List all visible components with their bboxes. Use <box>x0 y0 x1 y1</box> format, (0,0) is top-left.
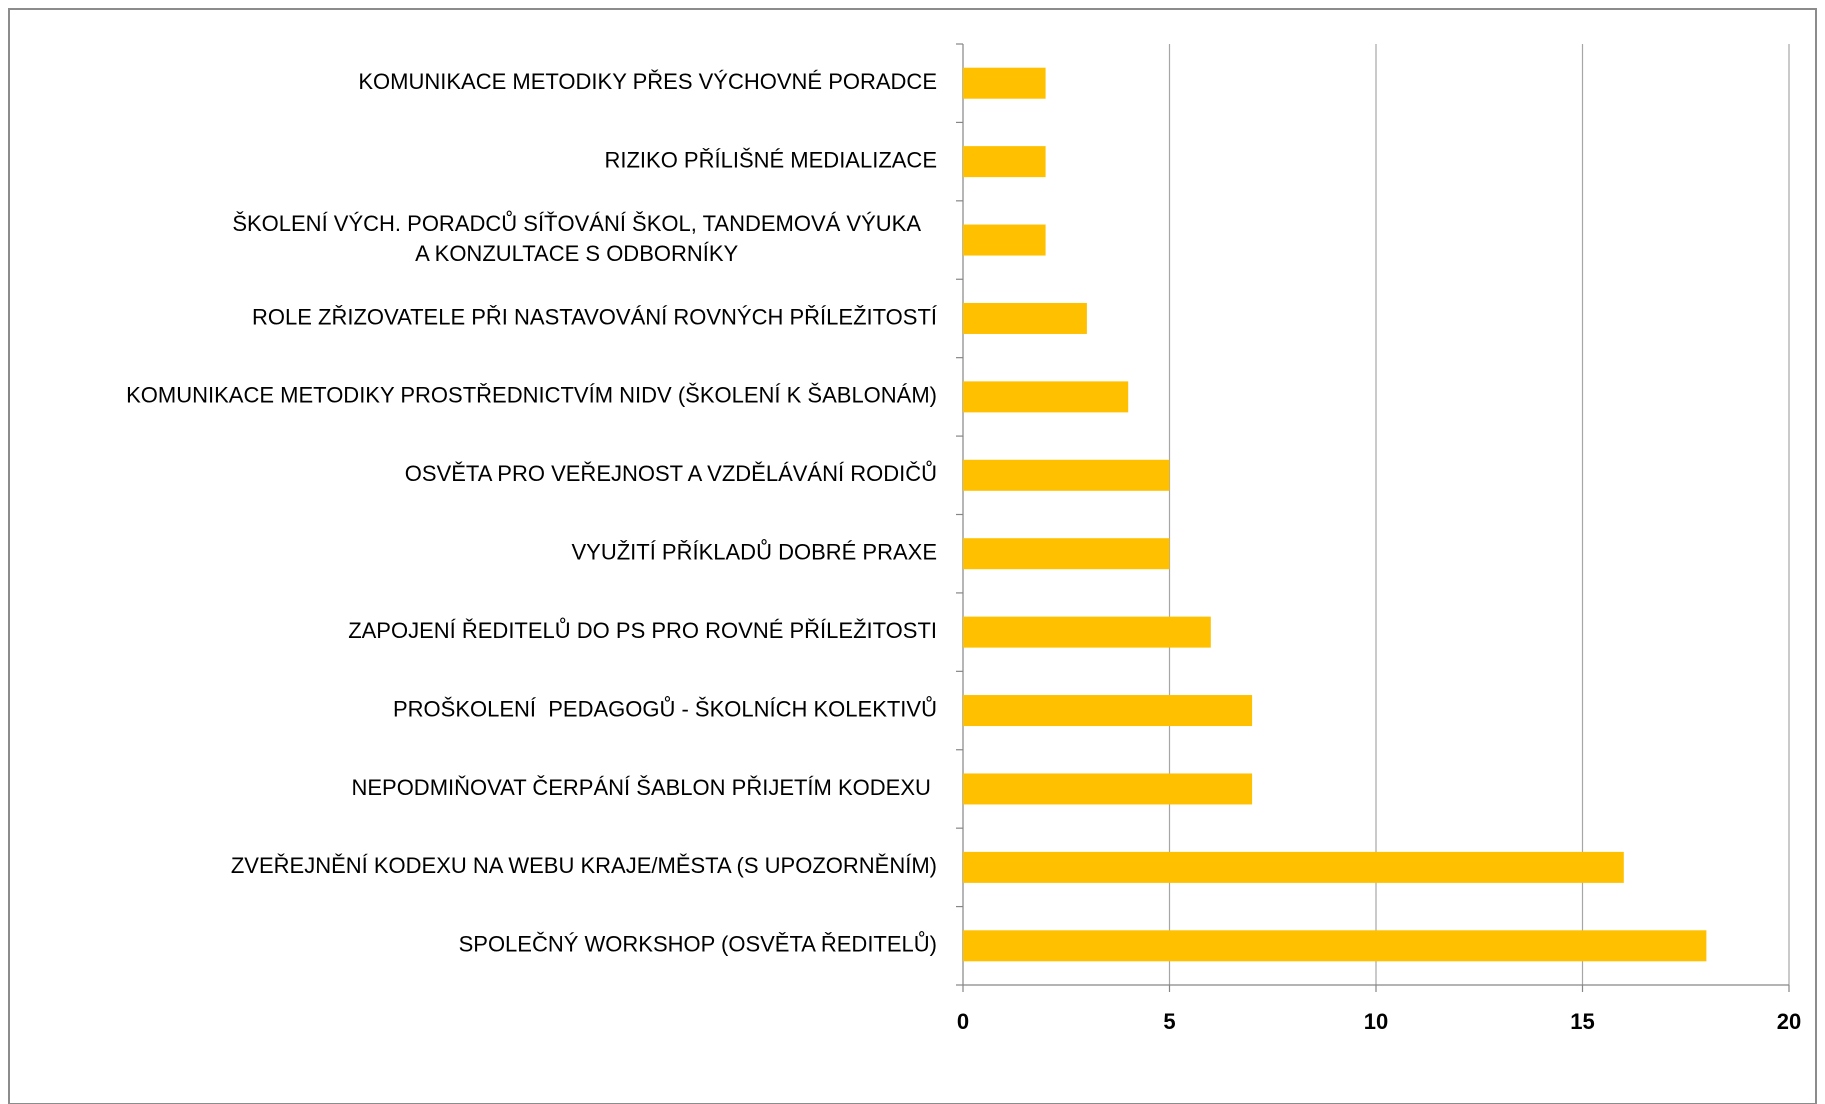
bar <box>963 146 1046 178</box>
bar <box>963 224 1046 256</box>
y-tick-label: ZAPOJENÍ ŘEDITELŮ DO PS PRO ROVNÉ PŘÍLEŽ… <box>348 618 937 643</box>
x-tick-label: 0 <box>957 1009 969 1034</box>
y-tick-label: ROLE ZŘIZOVATELE PŘI NASTAVOVÁNÍ ROVNÝCH… <box>252 304 938 329</box>
bar <box>963 930 1707 962</box>
bar <box>963 459 1170 491</box>
x-tick-label: 10 <box>1364 1009 1388 1034</box>
bar <box>963 851 1624 883</box>
x-tick-label: 15 <box>1570 1009 1594 1034</box>
y-tick-label: NEPODMIŇOVAT ČERPÁNÍ ŠABLON PŘIJETÍM KOD… <box>351 775 937 800</box>
y-tick-label: VYUŽITÍ PŘÍKLADŮ DOBRÉ PRAXE <box>571 540 937 565</box>
y-tick-label: ZVEŘEJNĚNÍ KODEXU NA WEBU KRAJE/MĚSTA (S… <box>231 853 937 878</box>
y-tick-label: PROŠKOLENÍ PEDAGOGŮ - ŠKOLNÍCH KOLEKTIVŮ <box>393 696 937 721</box>
bar <box>963 773 1253 805</box>
y-tick-label: RIZIKO PŘÍLIŠNÉ MEDIALIZACE <box>604 147 937 172</box>
bar <box>963 616 1211 648</box>
x-tick-label: 20 <box>1777 1009 1801 1034</box>
bar <box>963 538 1170 570</box>
bar <box>963 67 1046 99</box>
bar <box>963 381 1129 413</box>
x-tick-label: 5 <box>1163 1009 1175 1034</box>
y-tick-label: KOMUNIKACE METODIKY PROSTŘEDNICTVÍM NIDV… <box>126 383 937 408</box>
y-tick-label: ŠKOLENÍ VÝCH. PORADCŮ SÍŤOVÁNÍ ŠKOL, TAN… <box>232 211 921 266</box>
y-tick-label: KOMUNIKACE METODIKY PŘES VÝCHOVNÉ PORADC… <box>358 69 937 94</box>
y-tick-label: OSVĚTA PRO VEŘEJNOST A VZDĚLÁVÁNÍ RODIČŮ <box>405 461 937 486</box>
bar <box>963 695 1253 727</box>
bar <box>963 302 1087 334</box>
y-tick-label: SPOLEČNÝ WORKSHOP (OSVĚTA ŘEDITELŮ) <box>459 932 937 957</box>
chart-frame <box>8 8 1817 1104</box>
